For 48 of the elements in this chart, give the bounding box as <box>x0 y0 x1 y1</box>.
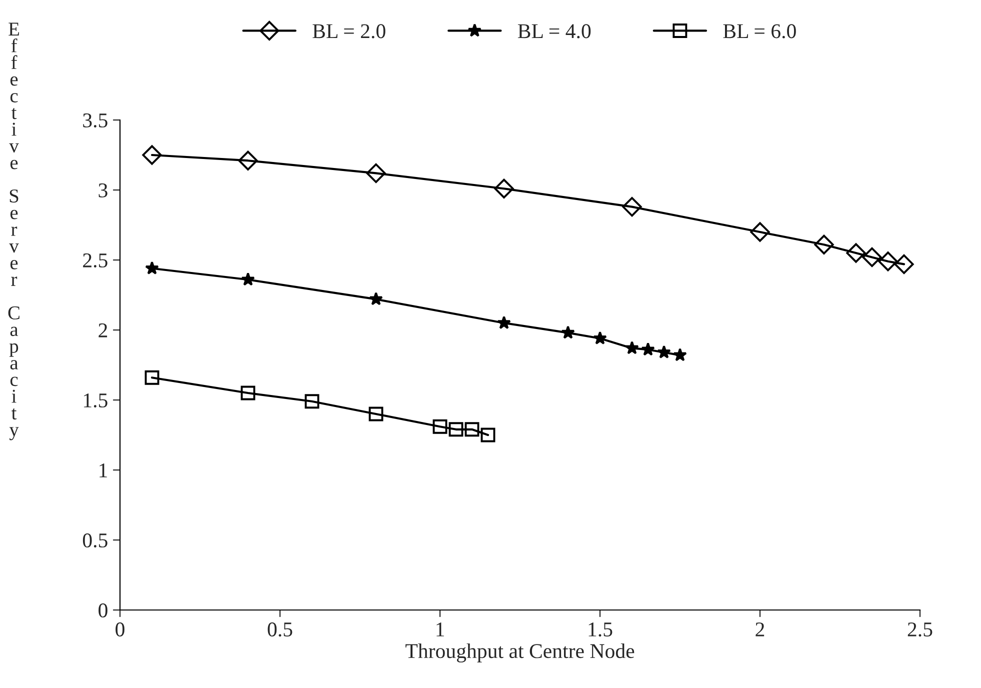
y-tick-label: 0 <box>98 603 108 618</box>
y-tick-label: 2 <box>98 323 108 338</box>
point <box>750 222 770 242</box>
point <box>238 150 258 170</box>
point <box>145 261 159 274</box>
point <box>561 326 575 339</box>
point <box>240 386 256 400</box>
point <box>494 178 514 198</box>
point <box>369 292 383 306</box>
point <box>144 370 160 385</box>
y-tick-label: 2.5 <box>83 253 108 268</box>
point <box>142 145 162 165</box>
x-tick-label: 0 <box>116 622 124 636</box>
point <box>894 254 914 274</box>
point <box>846 243 866 263</box>
point <box>304 394 320 409</box>
point <box>862 247 882 268</box>
point <box>641 342 655 356</box>
legend-label: BL = 4.0 <box>518 24 591 38</box>
point <box>657 345 671 358</box>
legend-label: BL = 6.0 <box>723 24 796 38</box>
text: Effective Server Capacity <box>8 22 20 440</box>
point <box>432 419 448 434</box>
point <box>448 422 464 437</box>
point <box>625 340 639 354</box>
legend-label: BL = 2.0 <box>312 24 386 38</box>
y-tick-label: 1.5 <box>84 393 108 408</box>
point <box>673 348 687 362</box>
point <box>593 331 607 344</box>
y-tick-label: 3 <box>98 183 108 198</box>
x-tick-label: 0.5 <box>268 622 292 637</box>
x-tick-label: 2 <box>756 622 764 636</box>
point <box>464 422 480 437</box>
y-tick-label: 1 <box>100 463 107 478</box>
point <box>878 252 898 272</box>
y-tick-label: 3.5 <box>83 113 108 128</box>
point <box>368 406 384 422</box>
point <box>480 428 496 442</box>
x-axis-title: Throughput at Centre Node <box>406 643 634 662</box>
x-tick-label: 1 <box>436 622 444 636</box>
point <box>366 163 386 184</box>
x-tick-label: 1.5 <box>588 622 612 637</box>
y-tick-label: 0.5 <box>82 533 108 548</box>
point <box>622 196 642 217</box>
point <box>497 316 511 330</box>
point <box>241 272 255 286</box>
point <box>814 234 834 254</box>
x-tick-label: 2.5 <box>908 622 932 637</box>
